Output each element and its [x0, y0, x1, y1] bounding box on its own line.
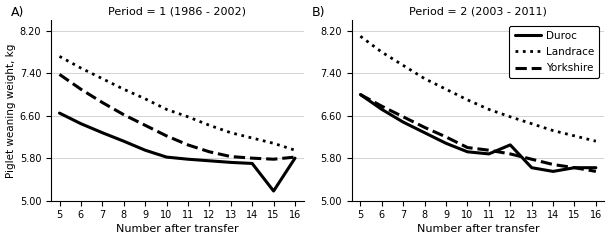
Text: A): A): [10, 6, 24, 19]
Legend: Duroc, Landrace, Yorkshire: Duroc, Landrace, Yorkshire: [509, 25, 599, 78]
Title: Period = 2 (2003 - 2011): Period = 2 (2003 - 2011): [409, 7, 547, 17]
Y-axis label: Piglet weaning weight, kg: Piglet weaning weight, kg: [5, 43, 16, 178]
X-axis label: Number after transfer: Number after transfer: [417, 224, 539, 234]
Title: Period = 1 (1986 - 2002): Period = 1 (1986 - 2002): [108, 7, 246, 17]
X-axis label: Number after transfer: Number after transfer: [116, 224, 239, 234]
Text: B): B): [312, 6, 325, 19]
